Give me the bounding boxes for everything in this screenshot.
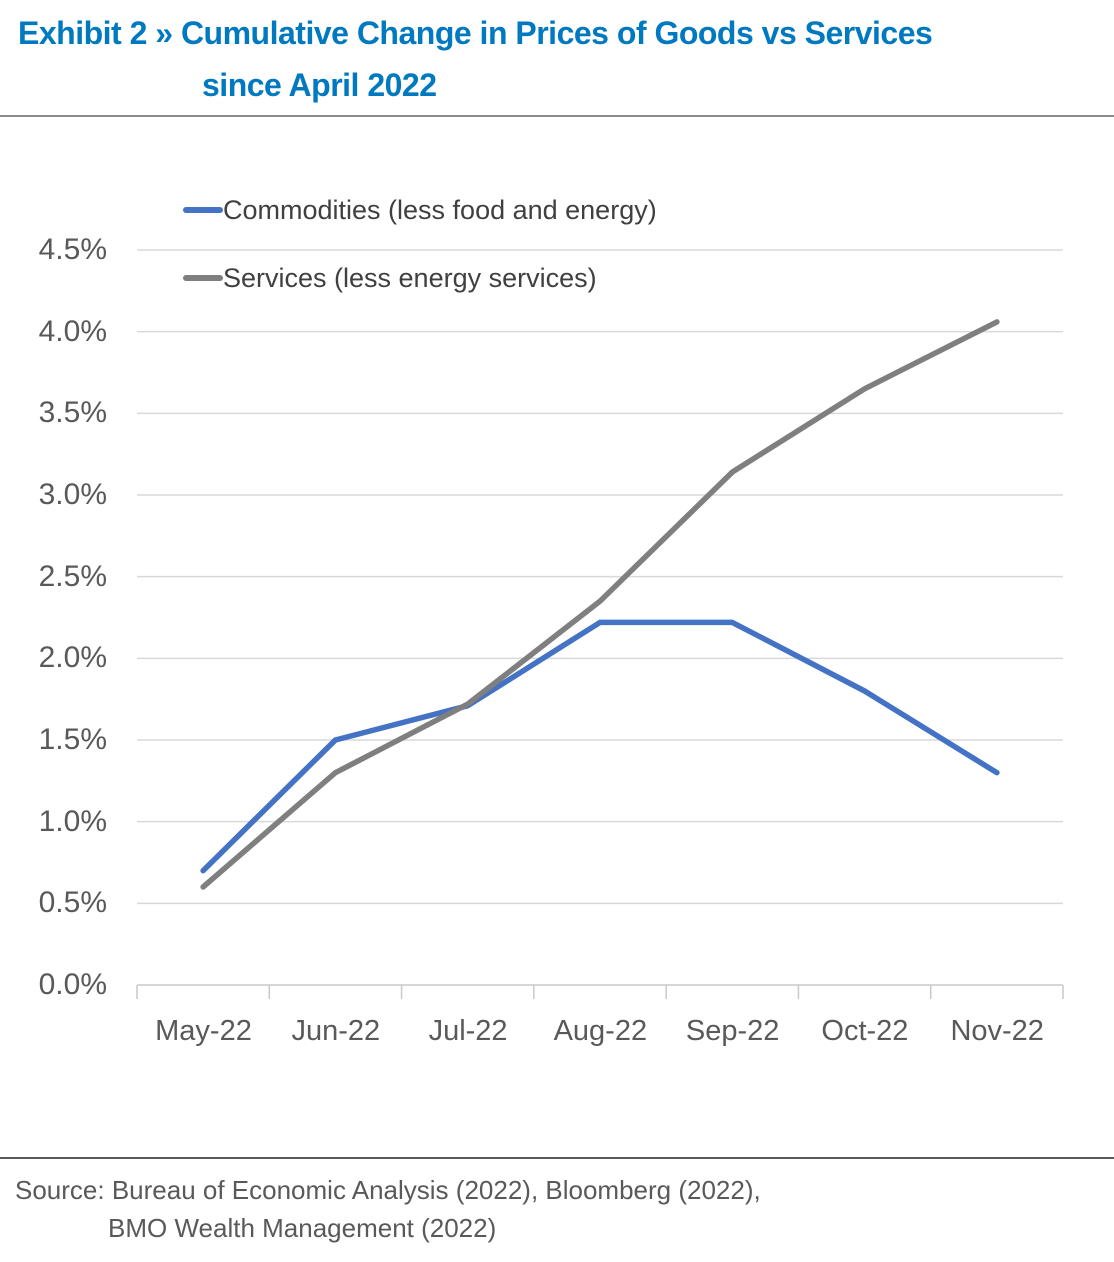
x-tick-label: Nov-22 xyxy=(950,1015,1044,1047)
x-tick-label: May-22 xyxy=(155,1015,252,1047)
y-tick-label: 4.0% xyxy=(38,314,107,348)
x-tick-label: Oct-22 xyxy=(821,1015,909,1047)
legend-label-services: Services (less energy services) xyxy=(223,262,597,293)
x-tick-label: Jul-22 xyxy=(428,1015,508,1047)
source-note: Source: Bureau of Economic Analysis (202… xyxy=(0,1171,1114,1247)
services-line-sample-icon xyxy=(183,275,223,281)
source-line-1: Source: Bureau of Economic Analysis (202… xyxy=(15,1175,761,1205)
y-tick-label: 3.0% xyxy=(38,478,107,511)
chart-area: Commodities (less food and energy) Servi… xyxy=(38,191,1064,1047)
legend-item-commodities[interactable]: Commodities (less food and energy) xyxy=(183,191,657,229)
source-divider xyxy=(0,1157,1114,1159)
y-tick-label: 0.5% xyxy=(38,886,107,920)
y-tick-label: 4.5% xyxy=(38,233,107,266)
y-tick-label: 3.5% xyxy=(38,396,107,430)
legend-label-commodities: Commodities (less food and energy) xyxy=(223,194,657,225)
x-tick-label: Sep-22 xyxy=(685,1015,780,1047)
source-line-2: BMO Wealth Management (2022) xyxy=(108,1213,497,1243)
x-tick-label: Aug-22 xyxy=(553,1015,648,1047)
title-line-2: since April 2022 xyxy=(202,67,437,103)
series-line-services xyxy=(200,319,1000,890)
x-tick-label: Jun-22 xyxy=(291,1015,381,1047)
y-tick-label: 2.5% xyxy=(38,559,107,593)
y-tick-label: 1.0% xyxy=(38,804,107,838)
chart-plot-svg xyxy=(136,249,1064,999)
commodities-line-sample-icon xyxy=(183,207,223,213)
chart-legend: Commodities (less food and energy) Servi… xyxy=(183,191,657,327)
y-tick-label: 0.0% xyxy=(38,968,107,1001)
legend-item-services[interactable]: Services (less energy services) xyxy=(183,259,657,297)
title-divider xyxy=(0,115,1114,117)
title-line-1: Exhibit 2 » Cumulative Change in Prices … xyxy=(18,15,933,51)
y-tick-label: 1.5% xyxy=(38,723,107,756)
y-tick-label: 2.0% xyxy=(38,641,107,675)
chart-title: Exhibit 2 » Cumulative Change in Prices … xyxy=(0,7,1114,111)
series-line-commodities xyxy=(200,619,1000,874)
